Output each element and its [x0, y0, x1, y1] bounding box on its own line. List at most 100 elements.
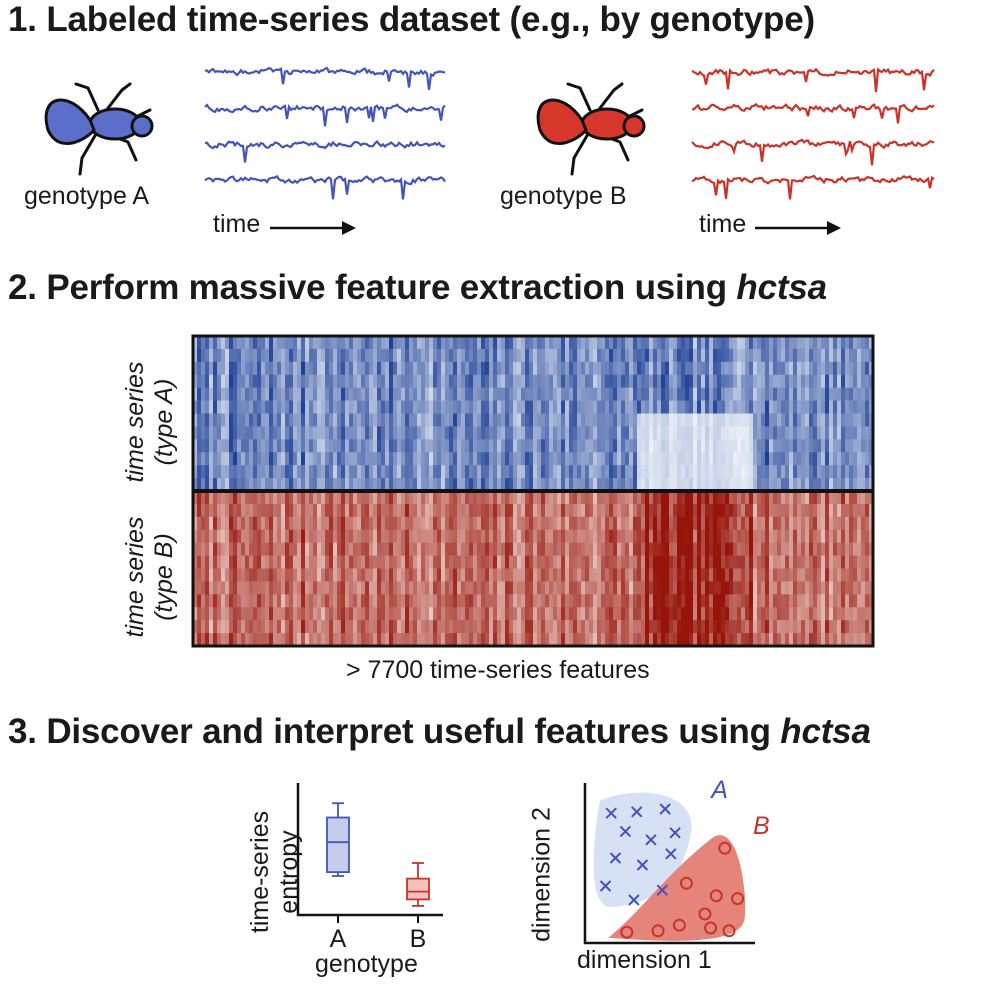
- heatmap-cell: [237, 387, 242, 401]
- heatmap-cell: [609, 633, 614, 647]
- heatmap-cell: [353, 400, 358, 414]
- heatmap-cell: [761, 607, 766, 621]
- heatmap-cell: [293, 503, 298, 518]
- heatmap-cell: [349, 529, 354, 543]
- heatmap-cell: [805, 581, 810, 595]
- heatmap-cell: [257, 426, 262, 440]
- heatmap-cell: [313, 633, 318, 647]
- heatmap-cell: [313, 361, 318, 376]
- heatmap-cell: [297, 516, 302, 531]
- heatmap-cell: [521, 594, 526, 608]
- heatmap-cell: [429, 387, 434, 401]
- heatmap-cell: [317, 503, 322, 518]
- heatmap-cell: [381, 516, 386, 531]
- heatmap-cell: [537, 594, 542, 608]
- heatmap-cell: [537, 426, 542, 440]
- heatmap-cell: [321, 426, 326, 440]
- heatmap-cell: [445, 426, 450, 440]
- heatmap-cell: [573, 581, 578, 595]
- heatmap-cell: [845, 607, 850, 621]
- heatmap-cell: [417, 529, 422, 543]
- heatmap-cell: [349, 516, 354, 531]
- heatmap-cell: [501, 336, 506, 350]
- heatmap-cell: [781, 374, 786, 388]
- heatmap-cell: [845, 348, 850, 363]
- heatmap-cell: [289, 568, 294, 582]
- heatmap-cell: [445, 478, 450, 492]
- heatmap-cell: [517, 555, 522, 569]
- heatmap-cell: [725, 491, 730, 505]
- heatmap-cell: [525, 336, 530, 350]
- heatmap-cell: [205, 478, 210, 492]
- heatmap-cell: [549, 452, 554, 466]
- heatmap-cell: [489, 336, 494, 350]
- heatmap-cell: [613, 374, 618, 388]
- heatmap-cell: [381, 581, 386, 595]
- heatmap-cell: [773, 542, 778, 556]
- heatmap-cell: [689, 503, 694, 518]
- heatmap-cell: [409, 439, 414, 453]
- heatmap-cell: [373, 336, 378, 350]
- heatmap-cell: [453, 555, 458, 569]
- heatmap-cell: [805, 491, 810, 505]
- heatmap-cell: [505, 516, 510, 531]
- heatmap-cell: [557, 503, 562, 518]
- heatmap-cell: [397, 503, 402, 518]
- heatmap-cell: [297, 568, 302, 582]
- heatmap-cell: [605, 361, 610, 376]
- heatmap-cell: [797, 465, 802, 479]
- heatmap-cell: [325, 478, 330, 492]
- heatmap-cell: [829, 478, 834, 492]
- heatmap-cell: [345, 503, 350, 518]
- heatmap-cell: [477, 348, 482, 363]
- heatmap-cell: [525, 348, 530, 363]
- heatmap-cell: [721, 594, 726, 608]
- heatmap-cell: [537, 633, 542, 647]
- heatmap-cell: [457, 439, 462, 453]
- heatmap-cell: [329, 374, 334, 388]
- heatmap-cell: [761, 594, 766, 608]
- heatmap-cell: [481, 387, 486, 401]
- heatmap-cell: [193, 374, 198, 388]
- heatmap-cell: [453, 607, 458, 621]
- heatmap-cell: [317, 568, 322, 582]
- heatmap-cell: [541, 581, 546, 595]
- heatmap-cell: [861, 413, 866, 427]
- heatmap-cell: [333, 452, 338, 466]
- heatmap-cell: [749, 620, 754, 634]
- heatmap-cell: [577, 478, 582, 492]
- heatmap-cell: [801, 555, 806, 569]
- heatmap-cell: [285, 620, 290, 634]
- heatmap-cell: [289, 620, 294, 634]
- heatmap-cell: [861, 607, 866, 621]
- heatmap-cell: [833, 568, 838, 582]
- heatmap-cell: [601, 529, 606, 543]
- heatmap-cell: [245, 607, 250, 621]
- heatmap-cell: [389, 400, 394, 414]
- heatmap-cell: [565, 439, 570, 453]
- heatmap-cell: [649, 478, 654, 492]
- heatmap-cell: [817, 465, 822, 479]
- heatmap-cell: [709, 607, 714, 621]
- heatmap-cell: [301, 529, 306, 543]
- heatmap-cell: [617, 439, 622, 453]
- heatmap-cell: [645, 374, 650, 388]
- heatmap-cell: [645, 439, 650, 453]
- heatmap-cell: [341, 361, 346, 376]
- heatmap-cell: [737, 452, 742, 466]
- heatmap-cell: [289, 374, 294, 388]
- heatmap-cell: [257, 439, 262, 453]
- heatmap-cell: [701, 607, 706, 621]
- heatmap-cell: [497, 542, 502, 556]
- heatmap-cell: [201, 452, 206, 466]
- heatmap-cell: [637, 542, 642, 556]
- heatmap-cell: [609, 439, 614, 453]
- heatmap-cell: [461, 529, 466, 543]
- heatmap-cell: [453, 413, 458, 427]
- heatmap-cell: [305, 555, 310, 569]
- heatmap-cell: [529, 348, 534, 363]
- heatmap-cell: [453, 336, 458, 350]
- heatmap-cell: [829, 594, 834, 608]
- heatmap-cell: [257, 348, 262, 363]
- heatmap-cell: [637, 400, 642, 414]
